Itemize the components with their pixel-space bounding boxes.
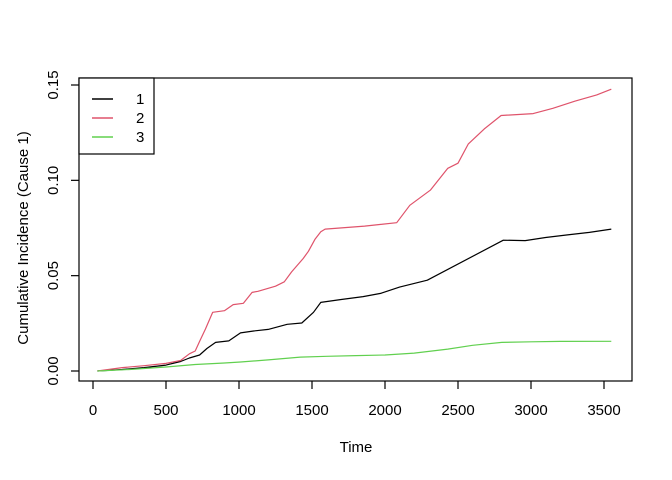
x-axis-tick-label: 0 <box>89 402 97 419</box>
x-axis-tick-label: 2500 <box>441 402 474 419</box>
y-axis-tick-label: 0.15 <box>45 70 62 99</box>
x-axis-tick-label: 3000 <box>514 402 547 419</box>
legend-label-3: 3 <box>136 129 144 146</box>
y-axis-tick-label: 0.10 <box>45 166 62 195</box>
y-axis-tick-label: 0.00 <box>45 356 62 385</box>
plot-box <box>78 77 633 382</box>
y-axis-tick-label: 0.05 <box>45 261 62 290</box>
series-line-2 <box>97 88 612 372</box>
legend-label-1: 1 <box>136 91 144 108</box>
x-axis-tick-label: 500 <box>153 402 178 419</box>
x-axis-tick-label: 2000 <box>368 402 401 419</box>
series-line-1 <box>97 228 612 372</box>
x-axis-tick-label: 1500 <box>295 402 328 419</box>
legend-box <box>78 77 155 155</box>
y-axis-title: Cumulative Incidence (Cause 1) <box>15 131 32 344</box>
x-axis-title: Time <box>340 439 373 456</box>
x-axis-tick-label: 3500 <box>587 402 620 419</box>
legend-label-2: 2 <box>136 110 144 127</box>
series-line-3 <box>97 340 612 372</box>
x-axis-tick-label: 1000 <box>222 402 255 419</box>
